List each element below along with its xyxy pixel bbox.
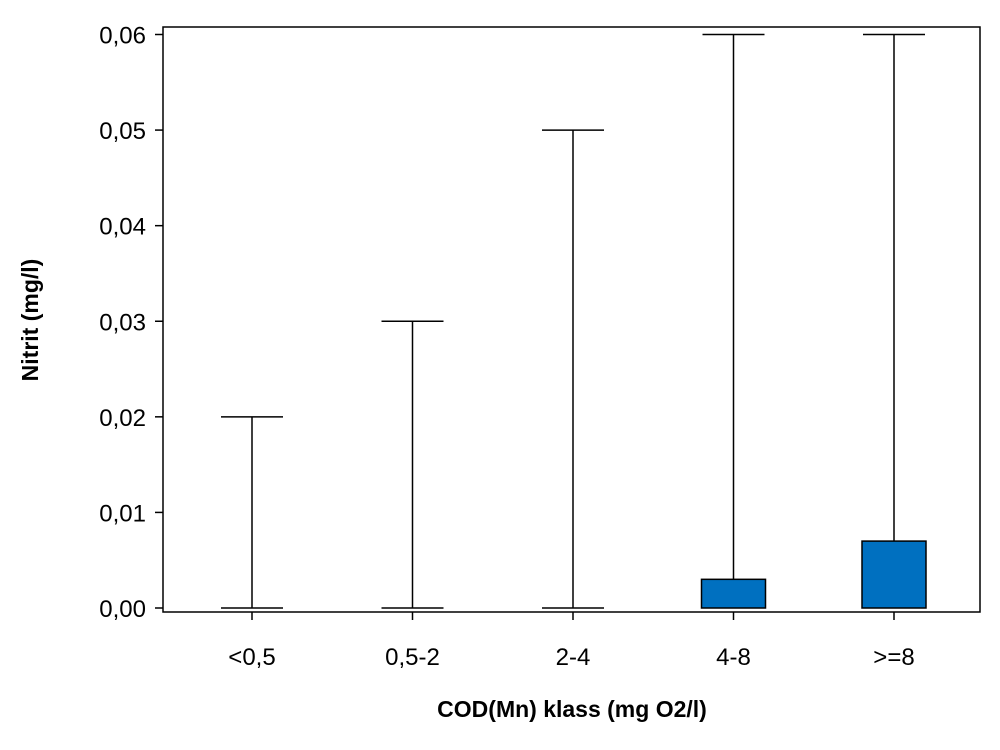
box-rect (861, 540, 927, 609)
plot-area-frame (162, 26, 981, 613)
box-series (221, 33, 927, 609)
y-tick-label: 0,05 (99, 118, 146, 145)
x-tick-label: 2-4 (556, 644, 591, 671)
x-tick-label: <0,5 (228, 644, 275, 671)
box-2 (381, 320, 444, 609)
y-tick-label: 0,01 (99, 500, 146, 527)
x-axis-title: COD(Mn) klass (mg O2/l) (437, 696, 707, 722)
x-tick-label: 4-8 (716, 644, 751, 671)
box-5 (861, 33, 927, 609)
y-tick-label: 0,04 (99, 214, 146, 241)
y-tick-label: 0,02 (99, 405, 146, 432)
box-rect (700, 578, 767, 609)
x-tick-label: >=8 (873, 644, 914, 671)
box-1 (221, 416, 283, 609)
box-3 (542, 129, 604, 609)
y-tick-label: 0,00 (99, 596, 146, 623)
y-axis-ticks: 0,00 0,01 0,02 0,03 0,04 0,05 0,06 (99, 23, 163, 623)
box-4 (700, 33, 767, 609)
y-tick-label: 0,06 (99, 23, 146, 50)
y-tick-label: 0,03 (99, 309, 146, 336)
x-axis-ticks: <0,5 0,5-2 2-4 4-8 >=8 (228, 612, 915, 671)
y-axis-title: Nitrit (mg/l) (17, 259, 43, 382)
x-tick-label: 0,5-2 (385, 644, 440, 671)
